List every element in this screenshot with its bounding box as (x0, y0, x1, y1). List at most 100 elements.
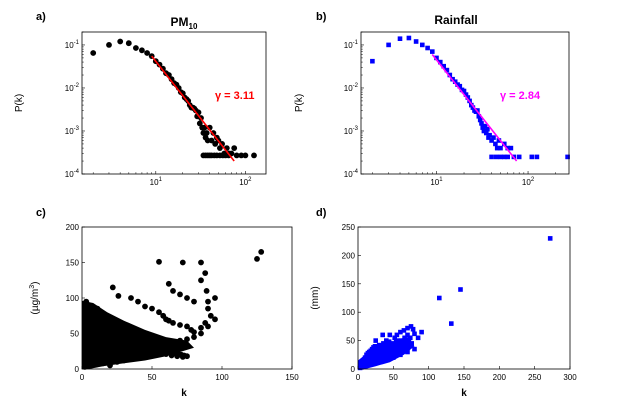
panel-a-point-4 (133, 45, 139, 51)
panel-d-xtick-label: 50 (389, 373, 398, 382)
panel-a: a) PM10 P(k) 101 102 10-4 10-3 10-2 10-1 γ = … (14, 11, 267, 187)
panel-d-point-37 (412, 331, 417, 337)
panel-b-point-32 (482, 123, 488, 129)
panel-d-point-41 (398, 329, 403, 335)
panel-b-point-10 (441, 63, 446, 69)
panel-a-point-3 (125, 40, 132, 47)
panel-c-point-105 (168, 352, 175, 359)
panel-a-point-35 (203, 130, 210, 136)
panel-a-ytick-label: 10-2 (65, 83, 80, 93)
panel-b-xtick-label: 101 (430, 177, 443, 187)
panel-a-fit-line (151, 55, 235, 162)
panel-d-point-14 (379, 344, 385, 349)
panel-b-point-44 (505, 145, 510, 151)
panel-b-point-50 (505, 154, 510, 160)
panel-a-point-1 (106, 42, 112, 48)
panel-c-point-92 (95, 323, 102, 330)
panel-c-point-97 (123, 341, 130, 347)
panel-b-ytick-label: 10-4 (344, 169, 359, 179)
panel-a-point-61 (233, 152, 240, 159)
panel-c-point-83 (142, 351, 148, 358)
panel-b-point-19 (463, 92, 469, 97)
panel-c-ytick-label: 150 (66, 259, 80, 268)
panel-d-point-27 (398, 344, 403, 349)
panel-c-point-59 (203, 288, 210, 294)
panel-b-point-33 (484, 130, 489, 136)
panel-c-point-93 (101, 327, 108, 333)
panel-c-point-61 (156, 258, 162, 265)
panel-d-xtick-label: 0 (356, 373, 361, 382)
panel-c-point-56 (212, 316, 218, 323)
panel-c-xlabel: k (181, 388, 187, 399)
panel-a-point-38 (208, 137, 215, 144)
panel-c-point-67 (170, 288, 176, 294)
panel-d-point-38 (415, 335, 421, 341)
panel-c-ytick-label: 50 (70, 330, 79, 339)
panel-b-point-9 (438, 59, 443, 65)
panel-d-point-25 (395, 338, 400, 343)
panel-b-point-41 (496, 138, 502, 143)
panel-c-point-41 (142, 303, 148, 310)
panel-b-point-5 (420, 42, 425, 48)
panel-c: c) (µg/m3) k 0 50 100 150 0 50 100 150 200 (29, 207, 299, 399)
panel-d-point-10 (374, 349, 379, 355)
panel-c-point-73 (198, 330, 204, 337)
panel-c-point-102 (151, 348, 158, 355)
panel-c-point-49 (184, 323, 190, 330)
panel-a-point-0 (90, 50, 97, 56)
panel-c-point-82 (135, 353, 141, 360)
panel-d-point-63 (547, 236, 553, 241)
panel-d-point-52 (398, 352, 403, 358)
panel-a-fit-label: γ = 3.11 (215, 90, 254, 102)
panel-d-label: d) (316, 207, 327, 219)
panel-d-ylabel: (mm) (310, 286, 321, 309)
panel-b-point-3 (406, 35, 412, 41)
panel-c-point-38 (115, 293, 122, 299)
panel-d-point-45 (401, 338, 407, 343)
panel-a-xtick-label: 101 (150, 177, 163, 187)
panel-d-point-49 (376, 349, 382, 355)
panel-b-point-18 (461, 88, 467, 94)
panel-d-point-16 (382, 342, 388, 348)
panel-c-point-39 (128, 295, 134, 301)
panel-d-point-0 (359, 361, 364, 366)
panel-b-point-0 (370, 58, 375, 64)
panel-c-point-96 (118, 339, 125, 345)
panel-c-point-94 (107, 334, 113, 340)
panel-d-xlabel: k (461, 388, 467, 399)
panel-b-ylabel: P(k) (294, 94, 305, 112)
panel-b-point-20 (465, 95, 471, 100)
panel-b-point-42 (498, 145, 503, 151)
panel-d-point-61 (449, 321, 454, 326)
panel-c-point-74 (191, 334, 197, 340)
panel-c-point-55 (207, 312, 214, 319)
panel-b-ytick-label: 10-2 (344, 83, 359, 93)
panel-c-xtick-label: 50 (148, 373, 157, 382)
panel-b-point-54 (534, 154, 540, 160)
panel-b-point-14 (452, 79, 458, 84)
panel-b-fit-label: γ = 2.84 (500, 90, 541, 102)
panel-c-point-65 (258, 249, 265, 255)
panel-d-point-39 (419, 329, 424, 335)
panel-b-point-27 (476, 114, 482, 119)
panel-d-point-30 (402, 335, 407, 341)
panel-b-point-45 (508, 145, 514, 151)
panel-d-point-43 (405, 325, 410, 331)
panel-c-point-57 (198, 277, 204, 284)
panel-d-point-34 (408, 335, 413, 341)
panel-b-point-47 (494, 154, 499, 160)
panel-b-point-49 (502, 154, 507, 160)
panel-c-point-58 (202, 270, 209, 276)
panel-c-point-79 (114, 359, 120, 365)
panel-c-ytick-label: 100 (66, 294, 80, 303)
panel-d-point-19 (386, 339, 392, 344)
panel-c-point-98 (129, 342, 136, 349)
panel-b-point-46 (489, 154, 494, 160)
panel-c-point-47 (170, 320, 176, 326)
panel-d-point-42 (401, 328, 407, 333)
panel-c-ylabel: (µg/m3) (29, 281, 41, 314)
panel-a-point-29 (196, 120, 203, 127)
panel-d-point-26 (396, 341, 402, 346)
panel-b-point-29 (479, 121, 484, 126)
